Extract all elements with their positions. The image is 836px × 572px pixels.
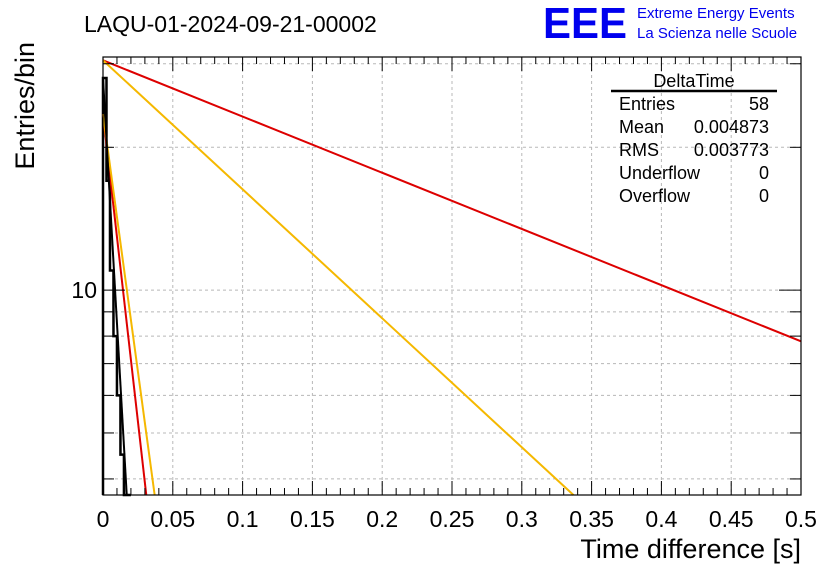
- x-tick-label: 0.2: [366, 506, 398, 532]
- series-line: [102, 113, 156, 496]
- x-tick-label: 0.15: [290, 506, 335, 532]
- logo-line-1: Extreme Energy Events: [637, 5, 795, 22]
- series-line: [102, 59, 575, 496]
- x-tick-label: 0.3: [506, 506, 538, 532]
- stats-box: DeltaTime Entries 58 Mean 0.004873 RMS 0.0037…: [611, 71, 777, 206]
- chart-title: LAQU-01-2024-09-21-00002: [84, 11, 377, 37]
- stats-label: Underflow: [619, 163, 701, 183]
- fit-lines: [102, 59, 802, 496]
- stats-label: RMS: [619, 140, 659, 160]
- eee-logo-mark: EEE: [543, 0, 627, 48]
- y-axis-label: Entries/bin: [10, 42, 40, 170]
- x-tick-label: 0.25: [430, 506, 475, 532]
- x-tick-label: 0.05: [150, 506, 195, 532]
- series-line: [102, 59, 802, 343]
- stats-value: 0.003773: [694, 140, 769, 160]
- x-tick-label: 0.5: [785, 506, 817, 532]
- logo-line-2: La Scienza nelle Scuole: [637, 25, 797, 42]
- stats-value: 0.004873: [694, 117, 769, 137]
- grid-lines: [103, 57, 801, 495]
- stats-box-title: DeltaTime: [653, 71, 734, 91]
- y-axis-ticks: 10: [71, 63, 801, 480]
- stats-label: Mean: [619, 117, 664, 137]
- stats-value: 0: [759, 163, 769, 183]
- x-tick-label: 0: [97, 506, 110, 532]
- x-axis-ticks: 0 0.05 0.1 0.15 0.2 0.25 0.3 0.35 0.4 0.45 0.5: [97, 57, 817, 532]
- x-tick-label: 0.45: [709, 506, 754, 532]
- stats-value: 58: [749, 94, 769, 114]
- x-axis-label: Time difference [s]: [580, 534, 801, 564]
- y-tick-label: 10: [71, 277, 97, 303]
- stats-value: 0: [759, 186, 769, 206]
- series-line: [102, 113, 148, 496]
- x-tick-label: 0.4: [645, 506, 677, 532]
- stats-label: Overflow: [619, 186, 691, 206]
- stats-label: Entries: [619, 94, 675, 114]
- x-tick-label: 0.35: [569, 506, 614, 532]
- x-tick-label: 0.1: [227, 506, 259, 532]
